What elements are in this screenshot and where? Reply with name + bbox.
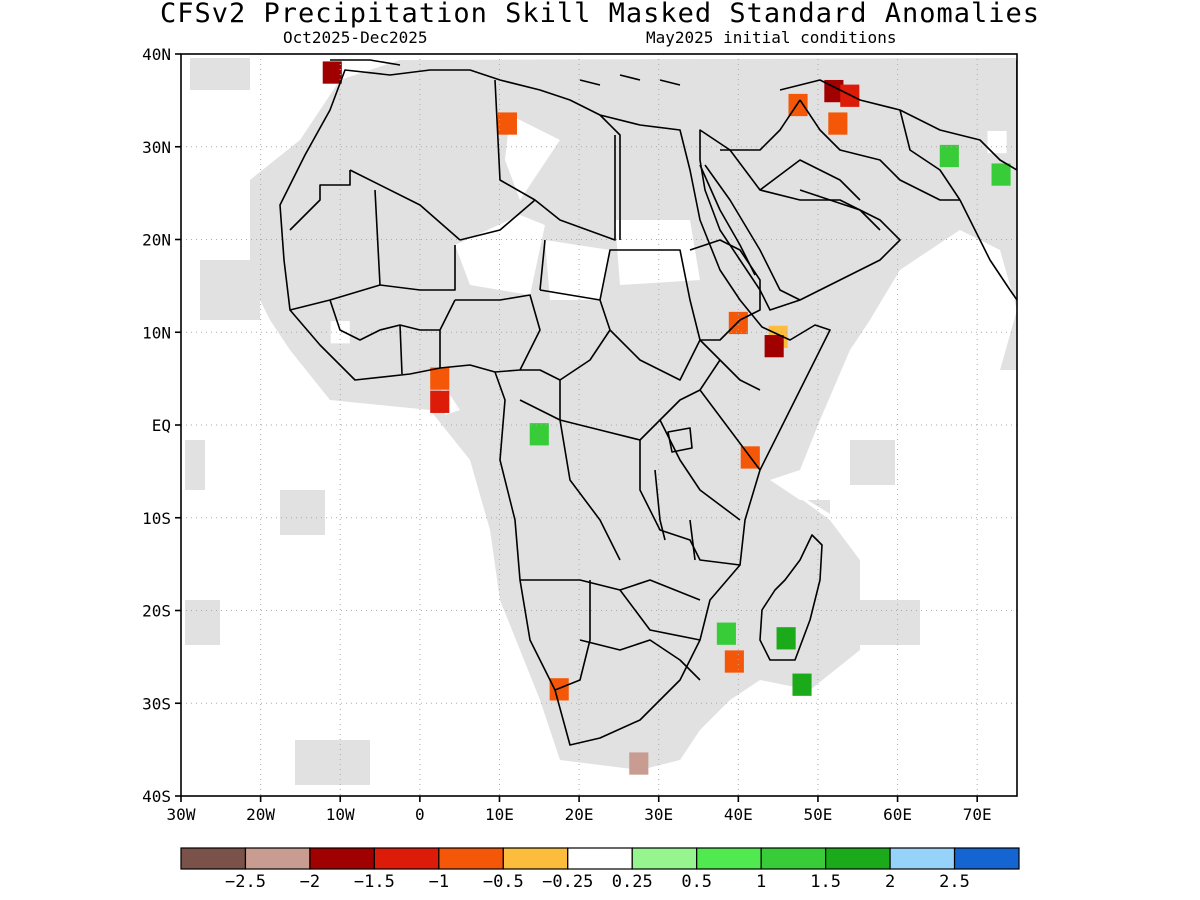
lon-tick-label: 70E [963, 805, 992, 824]
anomaly-patch-southern-madagascar [776, 627, 796, 650]
colorbar-swatch [502, 847, 569, 870]
colorbar-swatch [760, 847, 827, 870]
lat-tick-label: 20S [142, 602, 171, 621]
anomaly-patch-southern-caspian-iran [824, 79, 844, 103]
colorbar-label: 1.5 [810, 872, 841, 892]
colorbar-swatch [825, 847, 891, 870]
colorbar-swatch [889, 847, 956, 870]
persian-gulf [799, 189, 881, 231]
unmasked-areas [440, 115, 1017, 560]
colorbar-label: −1 [429, 872, 449, 892]
coastline-africa [279, 69, 831, 746]
anomaly-patch-south-africa-coast [629, 752, 649, 775]
colorbar-swatch [631, 847, 698, 870]
lon-tick-label: 20W [246, 805, 275, 824]
initial-conditions: May2025 initial conditions [646, 28, 897, 47]
anomaly-patch-india-west [991, 163, 1011, 186]
colorbar-swatch [567, 847, 633, 870]
anomaly-patch-mozambique-south [724, 650, 744, 673]
colorbar-label: −2.5 [225, 872, 266, 892]
anomaly-patch-morocco-coast [322, 61, 342, 84]
colorbar-label: 1 [756, 872, 766, 892]
borders-southern-africa [520, 579, 701, 691]
chart-title: CFSv2 Precipitation Skill Masked Standar… [159, 0, 1041, 29]
colorbar-label: −0.5 [483, 872, 524, 892]
lat-tick-label: 30N [142, 138, 171, 157]
lon-tick-label: 30W [167, 805, 196, 824]
borders-middle-east [720, 99, 961, 201]
colorbar-label: −0.25 [542, 872, 593, 892]
coastline-madagascar [759, 534, 823, 661]
anomaly-patch-gulf-of-guinea [430, 367, 450, 390]
lat-tick-label: 40S [142, 787, 171, 806]
anomaly-patch-namibia-border [549, 678, 569, 701]
colorbar-swatch [309, 847, 375, 870]
coastline-iran-pakistan [779, 60, 1017, 171]
colorbar-swatch [373, 847, 440, 870]
colorbar-swatch [180, 847, 247, 870]
colorbar-label: 2 [885, 872, 895, 892]
colorbar-label: −1.5 [354, 872, 395, 892]
lon-tick-label: 0 [415, 805, 425, 824]
lake-malawi [689, 519, 696, 561]
anomaly-patch-mozambique-channel [716, 622, 736, 645]
colorbar-label: 0.5 [681, 872, 712, 892]
coastline-arabia [699, 129, 901, 311]
lat-tick-label: EQ [152, 416, 171, 435]
lon-tick-label: 60E [883, 805, 912, 824]
colorbar-swatch [244, 847, 311, 870]
lake-tanganyika [654, 469, 666, 541]
colorbar-swatch [438, 847, 504, 870]
coastline-iberia [330, 59, 401, 66]
lake-victoria [667, 427, 693, 453]
colorbar-label: 0.25 [612, 872, 653, 892]
borders-east-africa [639, 239, 761, 566]
anomaly-patch-pakistan-east [939, 144, 959, 168]
red-sea [699, 164, 801, 301]
lon-tick-label: 10W [326, 805, 355, 824]
colorbar: −2.5 −2 −1.5 −1 −0.5 −0.25 0.25 0.5 1 1.5 2 2.5 [180, 847, 1020, 892]
borders-central-africa [519, 249, 761, 561]
lon-tick-label: 50E [803, 805, 832, 824]
anomaly-patch-gulf-of-guinea-south [430, 390, 450, 413]
borders-north-africa [289, 79, 621, 291]
anomaly-patch-pakistan-north [987, 130, 1007, 154]
lat-tick-label: 40N [142, 45, 171, 64]
lon-tick-label: 20E [565, 805, 594, 824]
skill-mask-area [185, 58, 1017, 785]
lat-tick-label: 30S [142, 694, 171, 713]
lon-tick-label: 40E [724, 805, 753, 824]
lat-tick-label: 10S [142, 509, 171, 528]
borders-west-africa [289, 284, 541, 375]
country-borders [279, 59, 1017, 746]
anomaly-patch-ethiopia-highlands [728, 311, 748, 335]
anomaly-patch-south-of-madagascar [792, 673, 812, 696]
lat-tick-label: 20N [142, 231, 171, 250]
anomaly-patch-central-iran [828, 112, 848, 135]
lon-tick-label: 10E [485, 805, 514, 824]
anomaly-patch-somaliland-north [764, 335, 784, 358]
colorbar-swatch [953, 847, 1020, 870]
colorbar-label: −2 [300, 872, 320, 892]
colorbar-swatch [696, 847, 762, 870]
anomaly-patch-gabon-congo [529, 423, 549, 446]
colorbar-label: 2.5 [939, 872, 970, 892]
lon-tick-label: 30E [644, 805, 673, 824]
coastline-india [959, 199, 1017, 301]
anomaly-patch-algeria-small [497, 112, 517, 135]
mediterranean-islands [579, 74, 681, 86]
lat-tick-label: 10N [142, 323, 171, 342]
forecast-period: Oct2025-Dec2025 [283, 28, 428, 47]
anomaly-patches [322, 61, 1011, 775]
anomaly-patch-senegal-small [330, 321, 350, 344]
